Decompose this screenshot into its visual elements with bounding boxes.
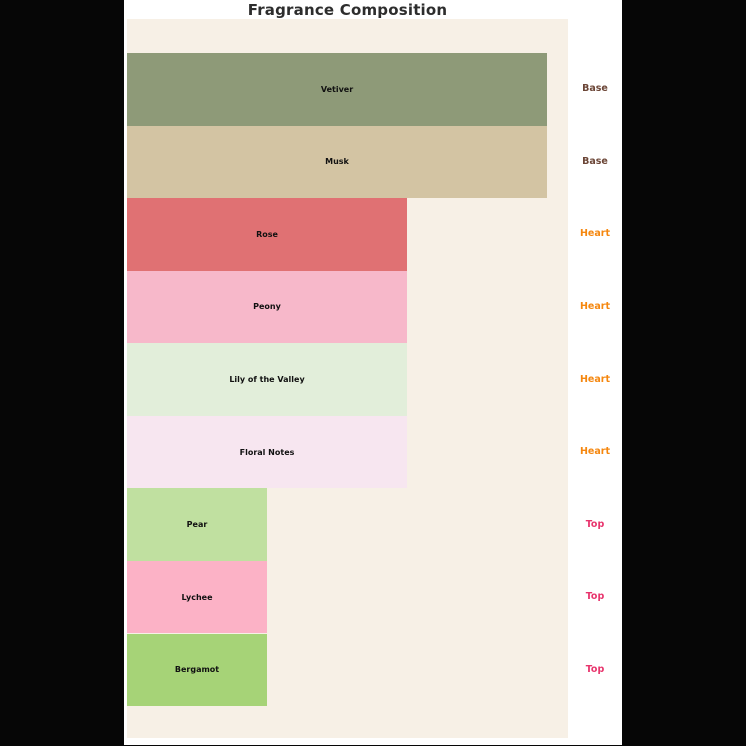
group-label-top-row-8: Top [585,663,605,675]
bar-floral-notes: Floral Notes [127,415,407,489]
bar-label-bergamot: Bergamot [174,665,220,675]
group-label-heart-row-3: Heart [579,301,611,312]
bar-label-vetiver: Vetiver [320,84,354,94]
bar-label-lily-of-the-valley: Lily of the Valley [229,374,305,384]
group-label-heart-row-2: Heart [579,228,611,240]
group-label-heart-row-5: Heart [579,446,611,458]
bar-lily-of-the-valley: Lily of the Valley [127,343,407,416]
bar-peony: Peony [127,270,407,344]
chart-figure: Fragrance Composition Vetiver Musk Rose Peo… [124,0,622,745]
group-label-base-row-1: Base [582,155,608,167]
plot-area: Vetiver Musk Rose Peony Lily of the Valley Fl… [127,19,568,738]
bar-label-pear: Pear [186,520,208,530]
bar-label-rose: Rose [256,229,278,239]
bar-musk: Musk [127,125,547,199]
bar-label-peony: Peony [253,302,281,312]
group-label-heart-row-4: Heart [579,373,611,385]
group-label-base-row-0: Base [582,83,608,95]
bar-lychee: Lychee [127,560,267,634]
chart-title: Fragrance Composition [247,1,448,19]
bar-label-musk: Musk [325,157,349,167]
bar-label-floral-notes: Floral Notes [239,447,295,457]
bar-rose: Rose [127,198,407,271]
group-label-top-row-6: Top [585,518,605,530]
bar-vetiver: Vetiver [127,53,547,126]
group-label-top-row-7: Top [585,591,605,603]
bar-bergamot: Bergamot [127,633,267,707]
bar-label-lychee: Lychee [181,592,213,602]
bar-pear: Pear [127,488,267,561]
